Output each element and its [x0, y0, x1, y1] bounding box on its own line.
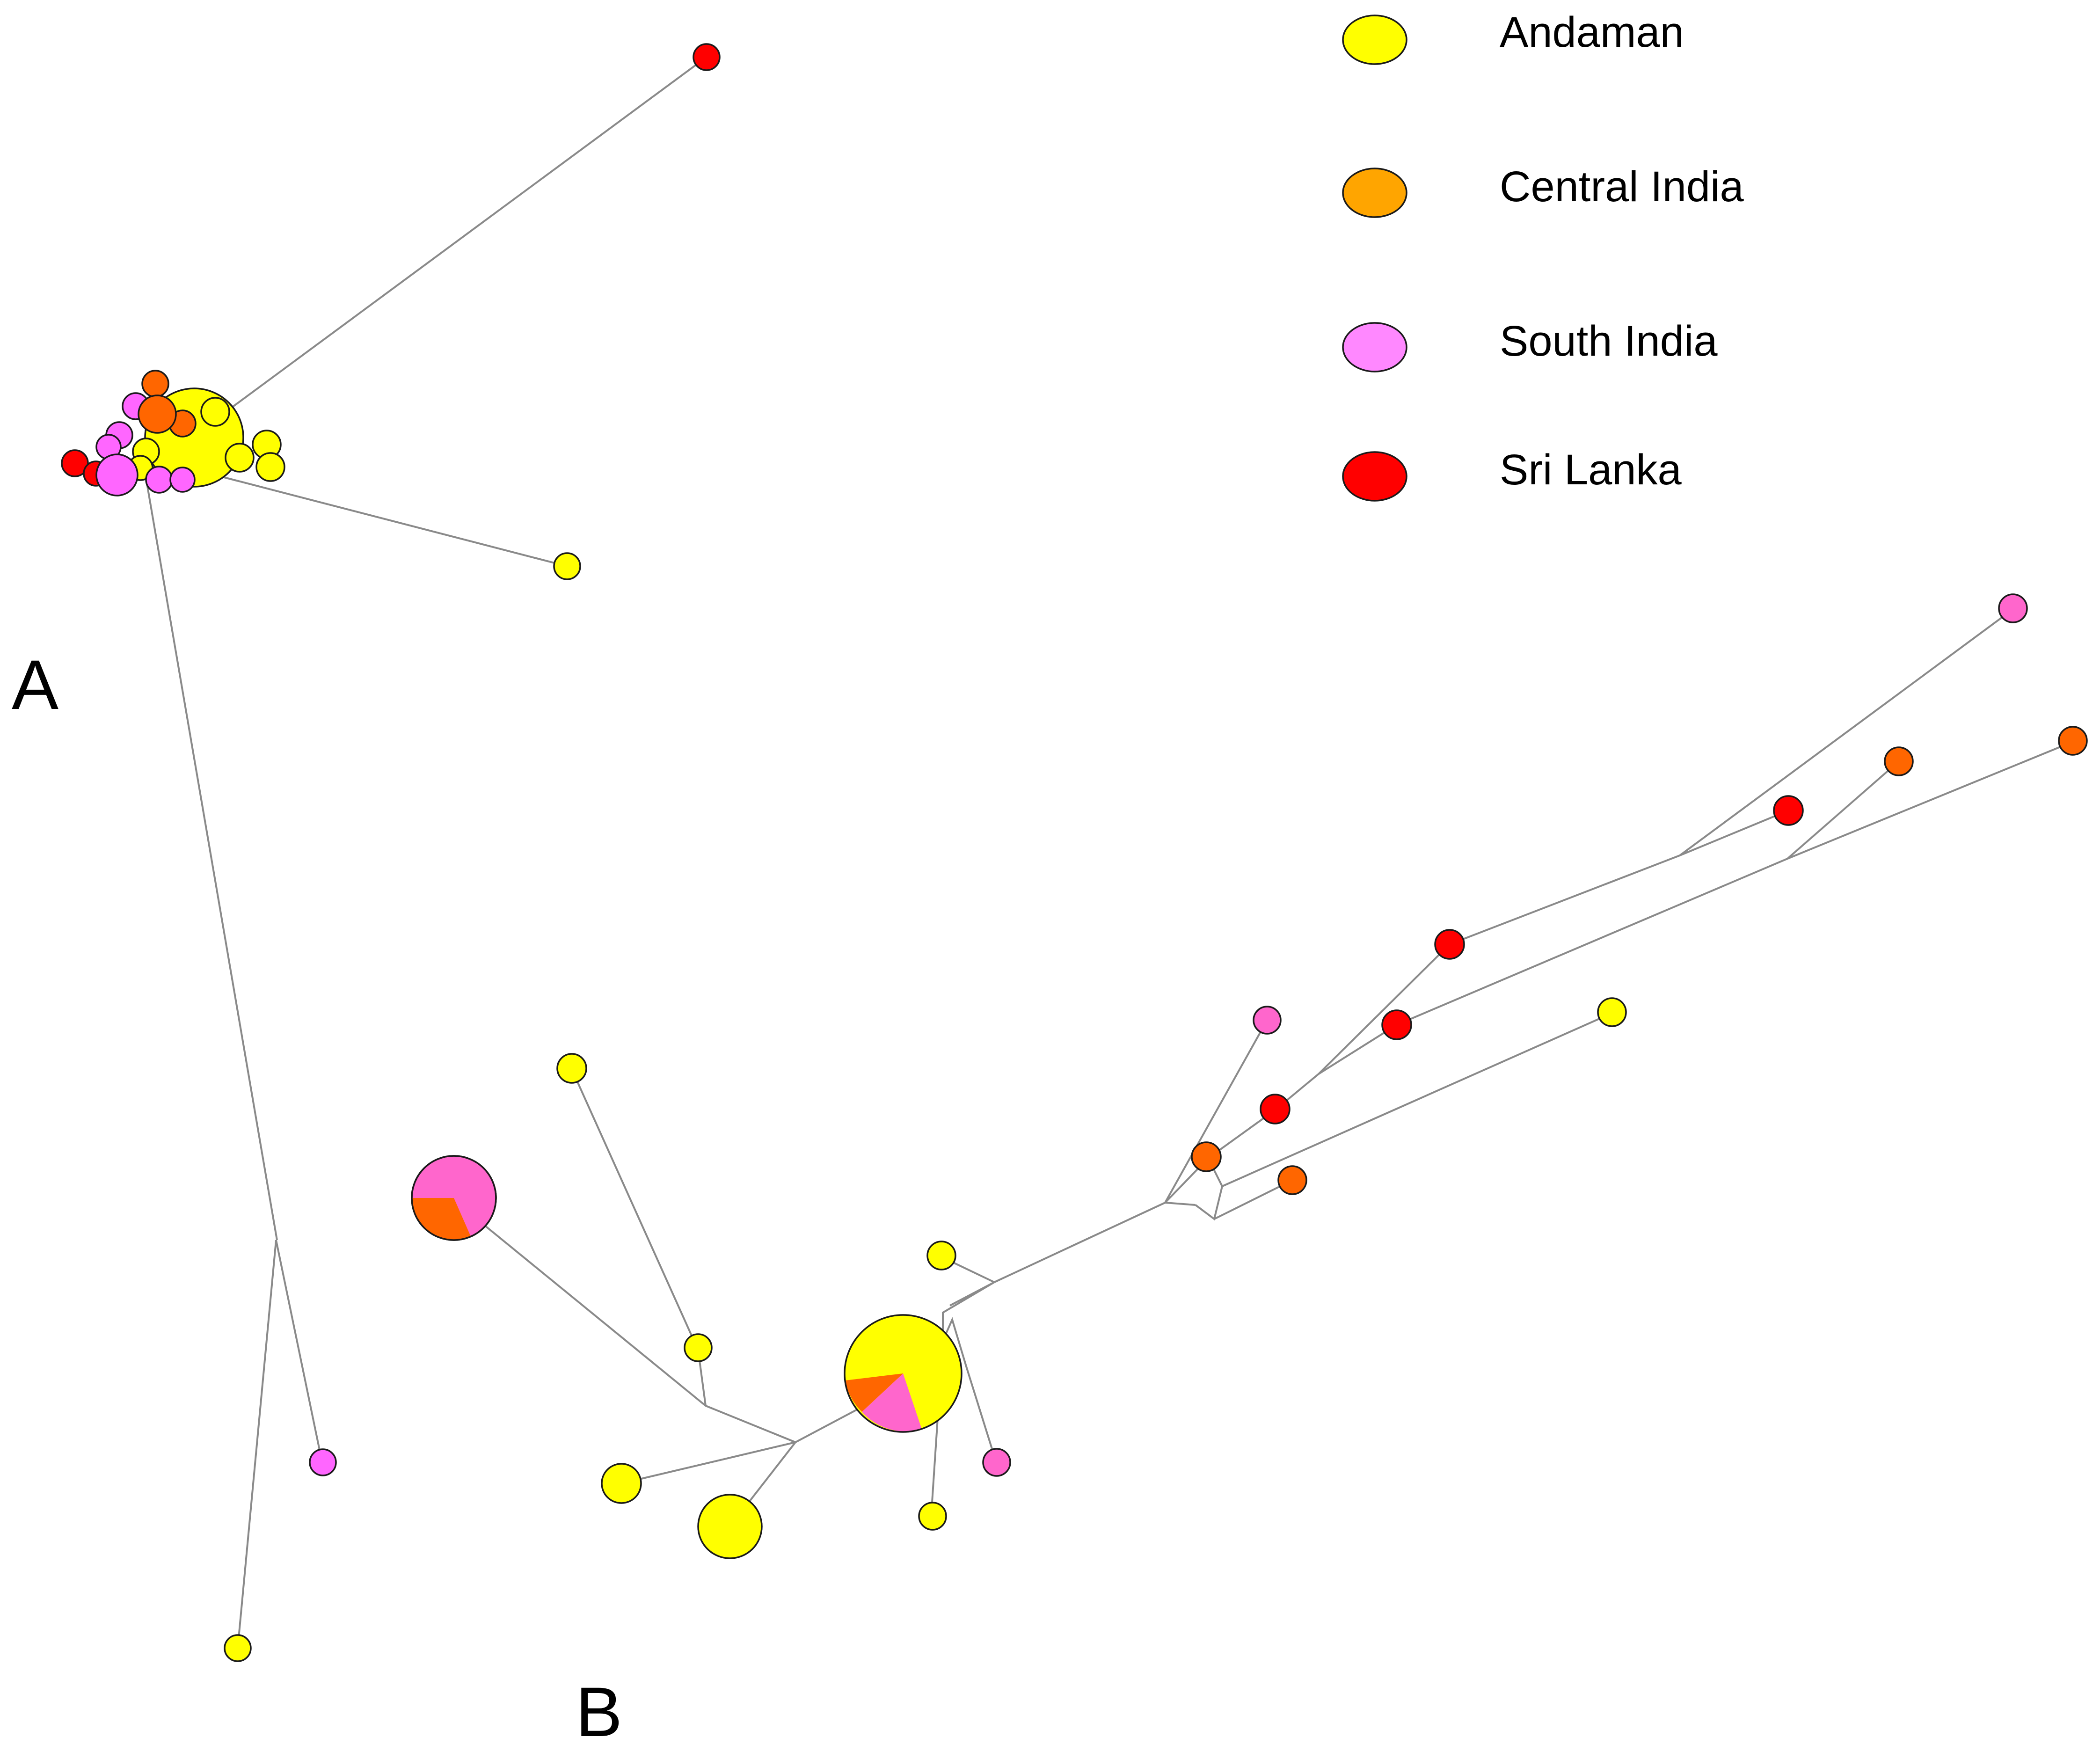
network-panel-a: A: [12, 43, 721, 1662]
network-edge: [1318, 741, 2073, 1075]
haplotype-node-south-india: [95, 453, 139, 496]
network-edge: [994, 1201, 1196, 1283]
panel-a-cluster: [61, 370, 285, 496]
network-edge: [144, 472, 278, 1241]
network-edge: [205, 472, 568, 567]
haplotype-node-south-india: [145, 466, 173, 494]
haplotype-node-andaman: [918, 1502, 947, 1531]
haplotype-node-andaman: [1597, 997, 1627, 1027]
legend-swatch-andaman: [1342, 15, 1407, 65]
legend-swatch-south-india: [1342, 322, 1407, 372]
legend-label-central-india: Central India: [1500, 163, 1744, 211]
network-edge: [571, 1069, 707, 1406]
panel-label-a: A: [12, 645, 58, 724]
network-edge: [1222, 1012, 1612, 1187]
haplotype-node-central-india: [1277, 1165, 1307, 1195]
legend-swatch-sri-lanka: [1342, 451, 1407, 502]
pie-slice-south-india: [862, 1373, 922, 1431]
network-edge: [1679, 608, 2014, 856]
network-edge: [1164, 1020, 1268, 1203]
haplotype-node-south-india: [982, 1448, 1011, 1477]
network-edge: [1786, 760, 1900, 860]
haplotype-node-south-india: [169, 467, 196, 493]
network-edge: [275, 1240, 323, 1462]
network-edge: [193, 56, 707, 436]
legend-item-andaman: Andaman: [1342, 8, 1684, 65]
legend-item-central-india: Central India: [1342, 163, 1744, 218]
haplotype-node-sri-lanka: [1434, 929, 1465, 960]
pie-node-outline: [844, 1314, 962, 1433]
panel-b-edges: [453, 608, 2073, 1527]
haplotype-pie-node-south-central: [411, 1155, 497, 1241]
haplotype-node-central-india: [1884, 746, 1914, 776]
haplotype-node-sri-lanka: [1773, 795, 1804, 826]
network-edge: [1207, 943, 1451, 1159]
haplotype-node-sri-lanka: [1381, 1009, 1412, 1040]
haplotype-node-sri-lanka: [693, 43, 721, 71]
haplotype-node-andaman: [255, 452, 285, 482]
haplotype-node-south-india: [1253, 1006, 1282, 1035]
haplotype-node-andaman: [601, 1463, 642, 1504]
network-panel-b: B: [411, 593, 2088, 1745]
legend-item-sri-lanka: Sri Lanka: [1342, 446, 1682, 502]
haplotype-node-andaman: [556, 1053, 587, 1084]
haplotype-node-andaman: [684, 1333, 713, 1362]
legend-swatch-central-india: [1342, 168, 1407, 218]
panel-a-leaves: [224, 43, 721, 1662]
haplotype-node-andaman: [926, 1241, 956, 1270]
network-edge: [237, 1240, 277, 1649]
haplotype-node-andaman: [697, 1494, 763, 1559]
panel-b-nodes: [411, 593, 2088, 1559]
haplotype-pie-node-central: [844, 1314, 962, 1433]
haplotype-node-andaman: [553, 552, 581, 580]
panel-a-edges: [144, 56, 707, 1649]
network-edge: [453, 1199, 796, 1443]
network-edge: [1449, 810, 1789, 945]
haplotype-node-central-india: [138, 394, 177, 434]
pie-node-outline: [411, 1155, 497, 1241]
haplotype-node-andaman: [224, 1634, 252, 1662]
legend-item-south-india: South India: [1342, 317, 1718, 372]
haplotype-node-central-india: [1191, 1141, 1222, 1172]
pie-slice-central-india: [845, 1373, 903, 1412]
legend-label-andaman: Andaman: [1500, 8, 1684, 56]
haplotype-node-south-india: [1998, 593, 2028, 623]
legend-label-sri-lanka: Sri Lanka: [1500, 446, 1682, 494]
haplotype-node-central-india: [141, 370, 169, 398]
haplotype-node-andaman: [200, 397, 230, 427]
panel-label-b: B: [576, 1672, 622, 1745]
haplotype-node-central-india: [2058, 726, 2088, 756]
legend: Andaman Central India South India Sri La…: [1342, 8, 1744, 502]
legend-label-south-india: South India: [1500, 317, 1718, 365]
haplotype-node-sri-lanka: [1260, 1094, 1291, 1124]
haplotype-node-andaman: [225, 443, 255, 473]
haplotype-node-south-india: [309, 1448, 337, 1476]
haplotype-node-sri-lanka: [61, 449, 89, 477]
